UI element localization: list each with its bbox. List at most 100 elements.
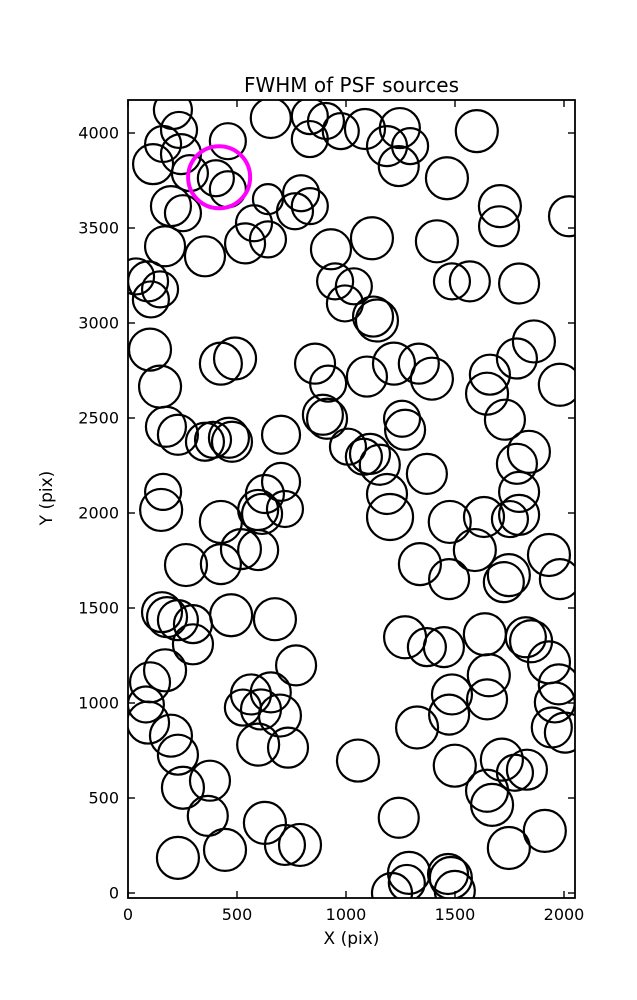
source-marker [149,185,193,228]
source-marker [321,112,360,151]
source-marker [428,693,471,736]
source-marker [237,528,280,572]
source-marker [486,553,531,598]
source-marker [466,653,511,698]
source-marker [405,452,448,495]
source-marker [452,527,497,573]
source-marker [207,416,251,459]
source-marker [370,871,414,898]
source-marker [382,399,422,438]
source-marker [430,673,474,716]
source-marker [152,100,194,131]
source-marker [428,558,471,601]
source-marker [252,597,298,642]
source-marker [424,156,470,201]
source-marker [497,493,541,537]
source-marker [160,765,206,810]
source-marker [394,705,440,750]
source-marker [409,356,454,401]
source-marker [239,688,283,731]
source-marker [248,220,288,259]
source-marker [131,143,175,186]
source-marker [464,768,510,813]
source-marker [290,187,329,226]
source-marker [212,336,258,381]
source-marker [263,823,307,867]
source-marker [183,235,227,278]
source-marker [343,107,387,151]
source-marker [538,558,575,601]
highlighted-source-marker [186,144,253,211]
source-marker [344,437,383,476]
source-marker [365,125,409,168]
source-marker [533,681,575,724]
source-marker [490,499,530,539]
source-marker [188,759,232,802]
source-marker [406,627,447,668]
source-marker [171,623,215,666]
source-marker [293,342,337,385]
source-marker [526,532,572,578]
source-marker [186,794,229,837]
source-marker [163,194,203,233]
source-marker [156,733,200,776]
x-tick-label: 1000 [326,905,367,924]
source-marker [131,280,170,319]
source-marker [290,119,329,159]
source-marker [349,216,395,261]
y-tick-label: 3000 [78,314,119,333]
source-marker [148,713,194,758]
source-marker [464,371,510,416]
source-marker [266,726,310,769]
source-marker [208,122,247,161]
source-marker [156,599,200,642]
source-marker [309,364,348,403]
source-marker [274,644,318,687]
y-tick-label: 500 [88,789,119,808]
source-marker [260,461,302,502]
source-marker [335,738,381,783]
source-marker [290,100,329,136]
source-marker [432,262,472,301]
source-markers-group [128,100,575,898]
source-marker [537,362,575,407]
source-marker [202,827,248,872]
source-marker [497,470,541,514]
x-tick-label: 0 [123,905,133,924]
source-marker [377,796,420,839]
source-marker [193,420,233,459]
source-marker [365,492,415,542]
source-marker [128,257,156,296]
source-marker [448,260,491,303]
source-marker [371,341,417,386]
source-marker [209,593,254,638]
source-marker [427,499,472,545]
source-marker [137,364,183,409]
source-marker [309,228,353,271]
source-marker [196,159,235,198]
y-tick-label: 1000 [78,694,119,713]
source-marker [414,219,460,264]
y-tick-label: 3500 [78,219,119,238]
source-marker [334,267,373,306]
source-marker [358,443,401,486]
source-marker [462,612,507,657]
source-marker [477,184,523,229]
source-marker [199,543,242,586]
source-marker [506,429,552,474]
source-marker [223,222,267,265]
source-marker [469,782,515,827]
source-marker [428,855,473,898]
source-marker [281,174,321,213]
source-marker [483,398,527,441]
source-marker [155,835,201,880]
source-marker [482,561,525,604]
source-marker [325,284,365,323]
source-marker [468,353,511,396]
source-marker [465,678,509,721]
source-marker [143,225,187,268]
source-marker [139,487,184,533]
source-marker [377,144,420,188]
